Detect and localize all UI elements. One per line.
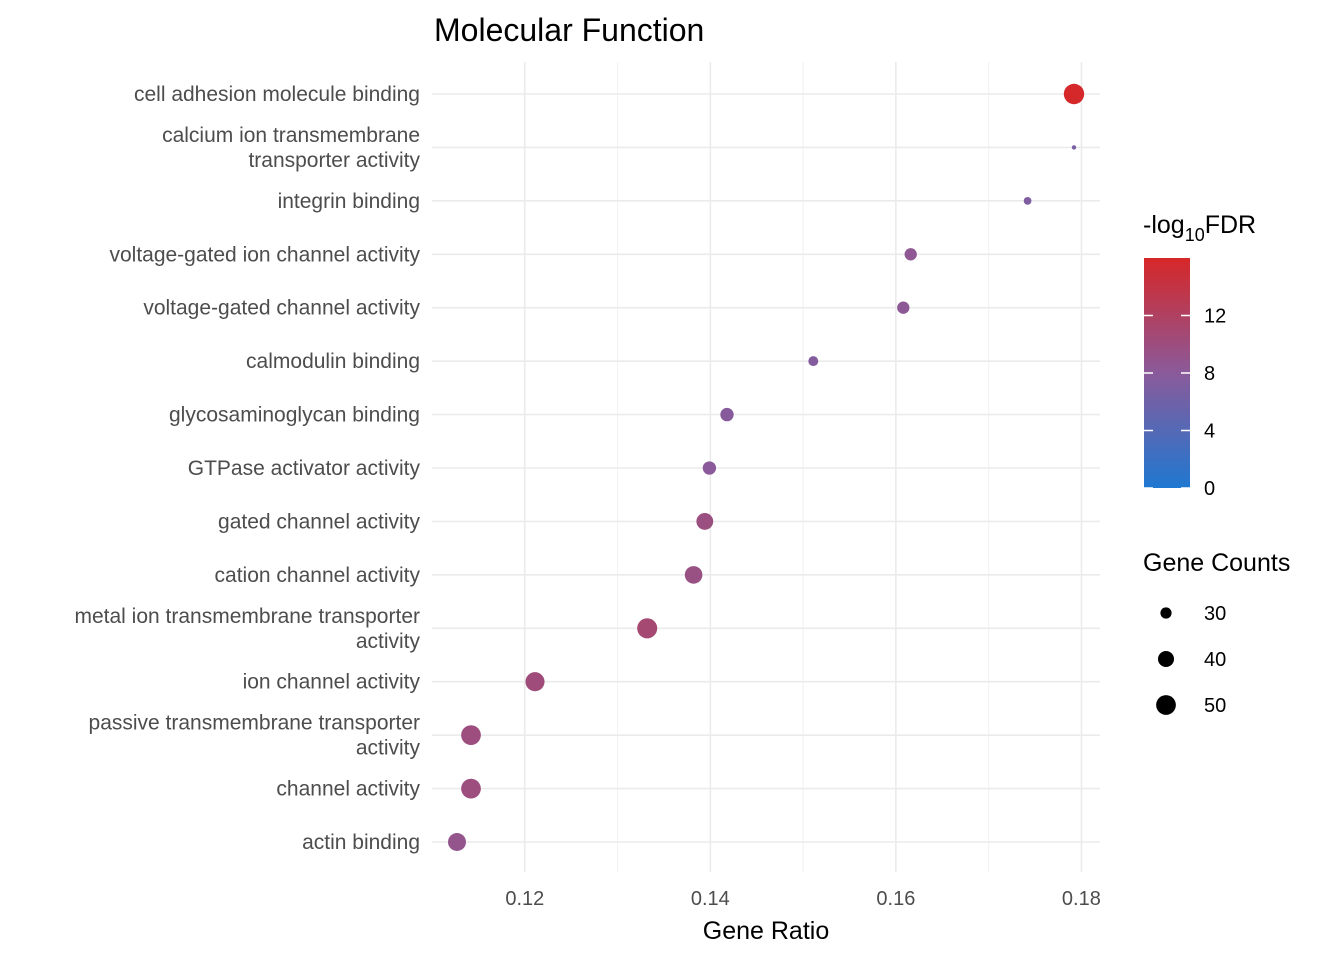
color-legend-ticks: 0 4 8 12 bbox=[1144, 306, 1226, 500]
size-legend: Gene Counts 30 40 50 bbox=[1143, 549, 1290, 717]
y-axis-term-label: glycosaminoglycan binding bbox=[169, 404, 420, 427]
y-axis-term-label: voltage-gated ion channel activity bbox=[109, 243, 420, 266]
size-legend-label: 30 bbox=[1204, 603, 1226, 625]
data-point bbox=[720, 407, 734, 422]
y-axis-term-label: gated channel activity bbox=[218, 510, 420, 533]
plot-grid bbox=[432, 62, 1100, 872]
x-tick-label: 0.16 bbox=[876, 888, 915, 910]
colorbar-tick-label: 12 bbox=[1204, 306, 1226, 328]
data-point bbox=[696, 512, 714, 530]
data-point bbox=[1023, 197, 1032, 205]
y-axis-term-label: passive transmembrane transporter bbox=[89, 712, 420, 735]
size-legend-label: 50 bbox=[1204, 695, 1226, 717]
data-point bbox=[1071, 145, 1077, 150]
size-legend-dot bbox=[1156, 695, 1176, 715]
data-points bbox=[448, 83, 1085, 851]
y-axis-term-labels: cell adhesion molecule binding calcium io… bbox=[75, 83, 421, 854]
colorbar-tick-label: 0 bbox=[1204, 478, 1215, 500]
y-axis-term-label: GTPase activator activity bbox=[188, 457, 421, 480]
y-axis-term-label: calcium ion transmembrane bbox=[162, 124, 420, 147]
data-point bbox=[702, 461, 717, 475]
size-legend-dot bbox=[1160, 607, 1172, 619]
y-axis-term-label: cell adhesion molecule binding bbox=[134, 83, 420, 106]
y-axis-term-label: actin binding bbox=[302, 831, 420, 854]
y-axis-term-label: calmodulin binding bbox=[246, 350, 420, 373]
data-point bbox=[1063, 83, 1085, 105]
x-axis-title: Gene Ratio bbox=[703, 917, 829, 945]
data-point bbox=[461, 725, 481, 745]
data-point bbox=[808, 356, 819, 367]
data-point bbox=[525, 672, 545, 692]
data-point bbox=[897, 301, 910, 314]
size-legend-label: 40 bbox=[1204, 649, 1226, 671]
y-axis-term-label: voltage-gated channel activity bbox=[143, 297, 420, 320]
x-tick-label: 0.12 bbox=[505, 888, 544, 910]
data-point bbox=[637, 618, 658, 639]
x-tick-label: 0.14 bbox=[691, 888, 730, 910]
size-legend-title: Gene Counts bbox=[1143, 549, 1290, 577]
y-axis-term-label: transporter activity bbox=[248, 149, 420, 172]
y-axis-term-label: cation channel activity bbox=[215, 564, 421, 587]
data-point bbox=[904, 248, 917, 261]
size-legend-dot bbox=[1157, 650, 1175, 668]
chart-title: Molecular Function bbox=[434, 12, 704, 48]
x-axis-ticks: 0.12 0.14 0.16 0.18 bbox=[505, 888, 1101, 910]
x-tick-label: 0.18 bbox=[1062, 888, 1101, 910]
color-legend-title: -log10FDR bbox=[1143, 211, 1256, 245]
colorbar-tick-label: 8 bbox=[1204, 363, 1215, 385]
y-axis-term-label: integrin binding bbox=[278, 190, 420, 213]
y-axis-term-label: metal ion transmembrane transporter bbox=[75, 605, 421, 628]
colorbar-tick-label: 4 bbox=[1204, 421, 1215, 443]
data-point bbox=[684, 566, 703, 584]
size-legend-keys: 30 40 50 bbox=[1156, 603, 1226, 717]
data-point bbox=[448, 833, 466, 851]
y-axis-term-label: activity bbox=[356, 737, 421, 760]
data-point bbox=[461, 778, 481, 799]
y-axis-term-label: ion channel activity bbox=[243, 671, 421, 694]
y-axis-term-label: activity bbox=[356, 630, 421, 653]
y-axis-term-label: channel activity bbox=[276, 778, 420, 801]
color-legend: -log10FDR 0 4 8 12 bbox=[1143, 211, 1256, 500]
